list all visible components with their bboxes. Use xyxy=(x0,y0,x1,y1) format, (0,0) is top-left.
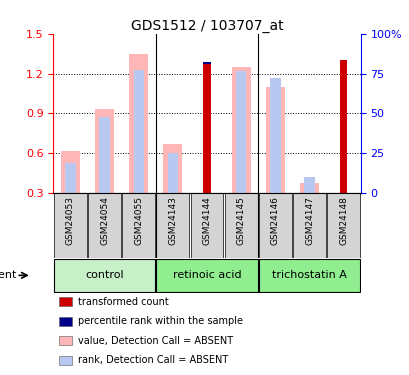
Bar xyxy=(163,144,182,193)
Bar xyxy=(167,153,178,193)
FancyBboxPatch shape xyxy=(54,259,155,292)
Text: GSM24148: GSM24148 xyxy=(338,196,347,245)
FancyBboxPatch shape xyxy=(156,193,189,258)
Bar xyxy=(303,177,314,193)
Text: control: control xyxy=(85,270,124,280)
Bar xyxy=(203,62,210,64)
Bar xyxy=(203,64,210,193)
FancyBboxPatch shape xyxy=(156,259,257,292)
Text: GSM24147: GSM24147 xyxy=(304,196,313,245)
FancyBboxPatch shape xyxy=(258,259,359,292)
Bar xyxy=(99,117,110,193)
Text: trichostatin A: trichostatin A xyxy=(272,270,346,280)
Text: GSM24143: GSM24143 xyxy=(168,196,177,245)
Bar xyxy=(129,54,148,193)
Text: GSM24055: GSM24055 xyxy=(134,196,143,245)
Bar xyxy=(59,356,72,364)
Text: GSM24145: GSM24145 xyxy=(236,196,245,245)
Text: rank, Detection Call = ABSENT: rank, Detection Call = ABSENT xyxy=(78,355,227,365)
FancyBboxPatch shape xyxy=(292,193,325,258)
Text: GSM24146: GSM24146 xyxy=(270,196,279,245)
Text: value, Detection Call = ABSENT: value, Detection Call = ABSENT xyxy=(78,336,232,346)
Bar xyxy=(270,78,280,193)
Bar xyxy=(236,71,246,193)
Text: percentile rank within the sample: percentile rank within the sample xyxy=(78,316,242,326)
Text: retinoic acid: retinoic acid xyxy=(172,270,241,280)
Text: transformed count: transformed count xyxy=(78,297,168,307)
Text: GSM24054: GSM24054 xyxy=(100,196,109,245)
Bar xyxy=(299,183,318,193)
Text: GSM24053: GSM24053 xyxy=(66,196,75,245)
FancyBboxPatch shape xyxy=(224,193,257,258)
Bar xyxy=(265,87,284,193)
Bar xyxy=(59,336,72,345)
FancyBboxPatch shape xyxy=(190,193,223,258)
Bar xyxy=(339,60,346,193)
Bar xyxy=(59,317,72,326)
Bar xyxy=(95,110,114,193)
FancyBboxPatch shape xyxy=(122,193,155,258)
Text: GSM24144: GSM24144 xyxy=(202,196,211,245)
Text: agent: agent xyxy=(0,270,16,280)
Bar xyxy=(61,151,80,193)
Bar xyxy=(65,163,75,193)
Title: GDS1512 / 103707_at: GDS1512 / 103707_at xyxy=(130,19,283,33)
Bar xyxy=(133,70,144,193)
Bar xyxy=(231,67,250,193)
FancyBboxPatch shape xyxy=(326,193,359,258)
FancyBboxPatch shape xyxy=(54,193,87,258)
FancyBboxPatch shape xyxy=(258,193,291,258)
Bar xyxy=(59,297,72,306)
FancyBboxPatch shape xyxy=(88,193,121,258)
